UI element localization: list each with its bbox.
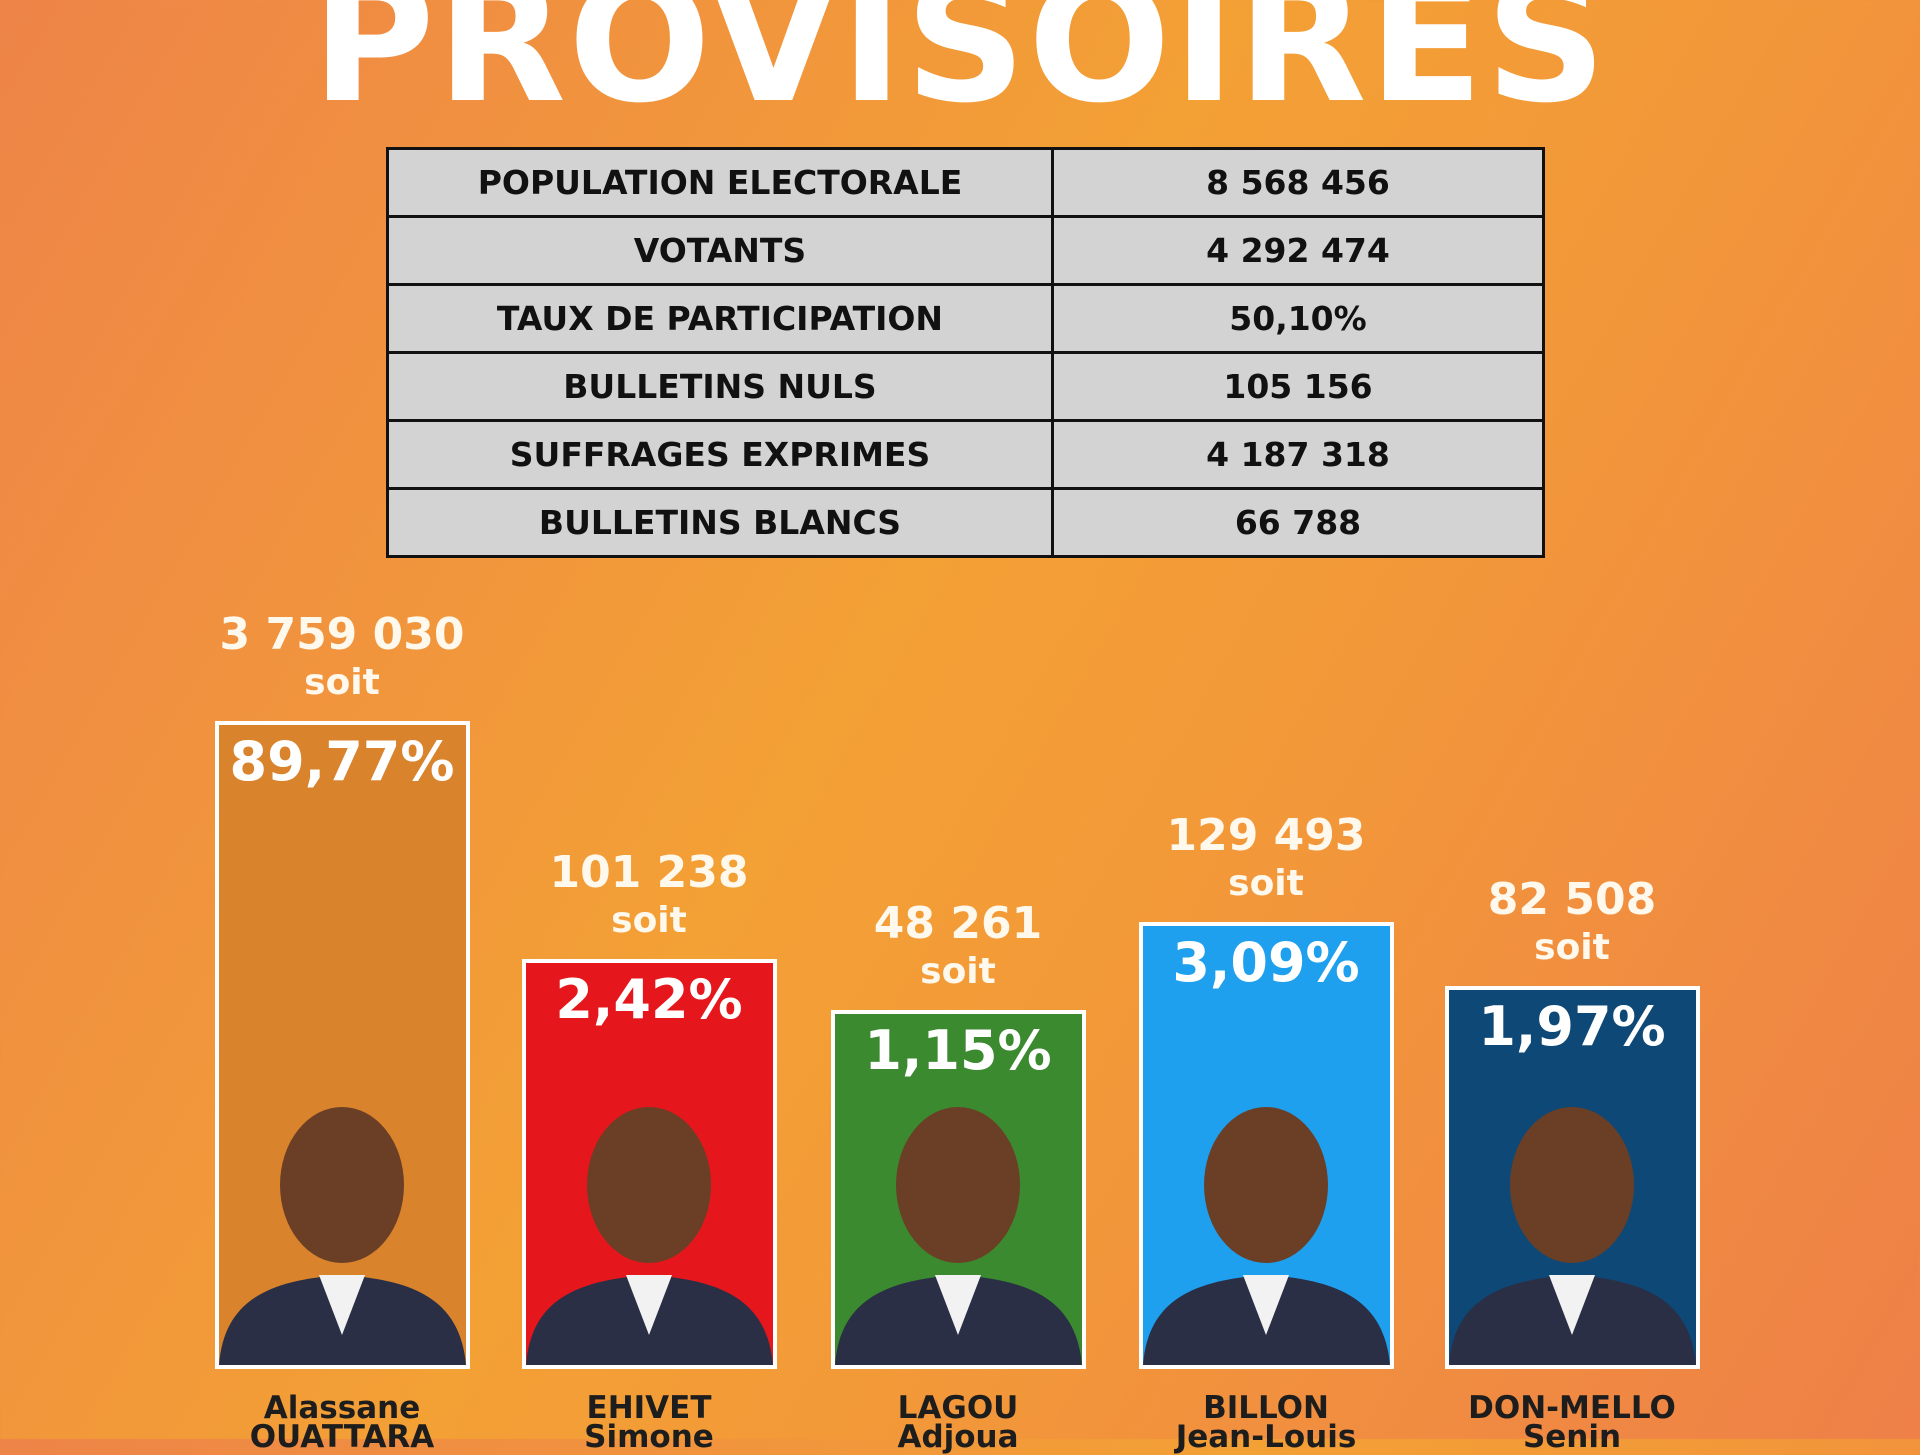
portrait: [834, 1107, 1082, 1365]
results-table: POPULATION ELECTORALE 8 568 456 VOTANTS 4 2…: [386, 147, 1545, 558]
vote-count: 3 759 030: [219, 609, 465, 660]
soit-label: soit: [1228, 863, 1304, 904]
candidate-bar: 3,09%: [1138, 922, 1394, 1369]
table-row: POPULATION ELECTORALE 8 568 456: [386, 147, 1545, 218]
soit-label: soit: [611, 900, 687, 941]
candidate-name: DON-MELLO: [1468, 1390, 1676, 1426]
row-value: 8 568 456: [1051, 147, 1545, 218]
candidate-name: EHIVET: [586, 1390, 712, 1426]
table-row: BULLETINS BLANCS 66 788: [386, 487, 1545, 558]
candidate-bar: 1,15%: [830, 1010, 1086, 1369]
portrait: [1142, 1107, 1390, 1365]
soit-label: soit: [304, 662, 380, 703]
candidate-bar: 89,77%: [214, 721, 470, 1369]
candidate-name: BILLON: [1203, 1390, 1329, 1426]
row-label: SUFFRAGES EXPRIMES: [386, 419, 1054, 490]
row-label: BULLETINS NULS: [386, 351, 1054, 422]
vote-count: 129 493: [1166, 810, 1366, 861]
vote-count: 101 238: [549, 847, 749, 898]
candidate-name: Alassane: [263, 1390, 421, 1426]
row-value: 50,10%: [1051, 283, 1545, 354]
row-value: 4 292 474: [1051, 215, 1545, 286]
soit-label: soit: [920, 951, 996, 992]
row-label: VOTANTS: [386, 215, 1054, 286]
row-label: BULLETINS BLANCS: [386, 487, 1054, 558]
portrait: [218, 1107, 466, 1365]
portrait: [1448, 1107, 1696, 1365]
row-value: 4 187 318: [1051, 419, 1545, 490]
row-value: 66 788: [1051, 487, 1545, 558]
candidate-name: Senin: [1522, 1419, 1622, 1455]
portrait: [525, 1107, 773, 1365]
table-row: TAUX DE PARTICIPATION 50,10%: [386, 283, 1545, 354]
percentage: 3,09%: [1172, 931, 1360, 994]
vote-count: 82 508: [1487, 874, 1657, 925]
candidate-name: OUATTARA: [249, 1419, 435, 1455]
candidate-name: Jean-Louis: [1175, 1419, 1357, 1455]
percentage: 2,42%: [555, 968, 743, 1031]
percentage: 1,97%: [1478, 995, 1666, 1058]
row-label: POPULATION ELECTORALE: [386, 147, 1054, 218]
candidate-bar: 2,42%: [521, 959, 777, 1369]
percentage: 89,77%: [229, 730, 455, 793]
table-row: BULLETINS NULS 105 156: [386, 351, 1545, 422]
vote-count: 48 261: [873, 898, 1043, 949]
percentage: 1,15%: [864, 1019, 1052, 1082]
row-label: TAUX DE PARTICIPATION: [386, 283, 1054, 354]
soit-label: soit: [1534, 927, 1610, 968]
title: PROVISOIRES: [311, 0, 1609, 140]
candidate-name: LAGOU: [897, 1390, 1019, 1426]
table-row: VOTANTS 4 292 474: [386, 215, 1545, 286]
row-value: 105 156: [1051, 351, 1545, 422]
candidate-name: Simone: [584, 1419, 714, 1455]
candidate-name: Adjoua: [897, 1419, 1019, 1455]
candidate-bar: 1,97%: [1444, 986, 1700, 1369]
table-row: SUFFRAGES EXPRIMES 4 187 318: [386, 419, 1545, 490]
